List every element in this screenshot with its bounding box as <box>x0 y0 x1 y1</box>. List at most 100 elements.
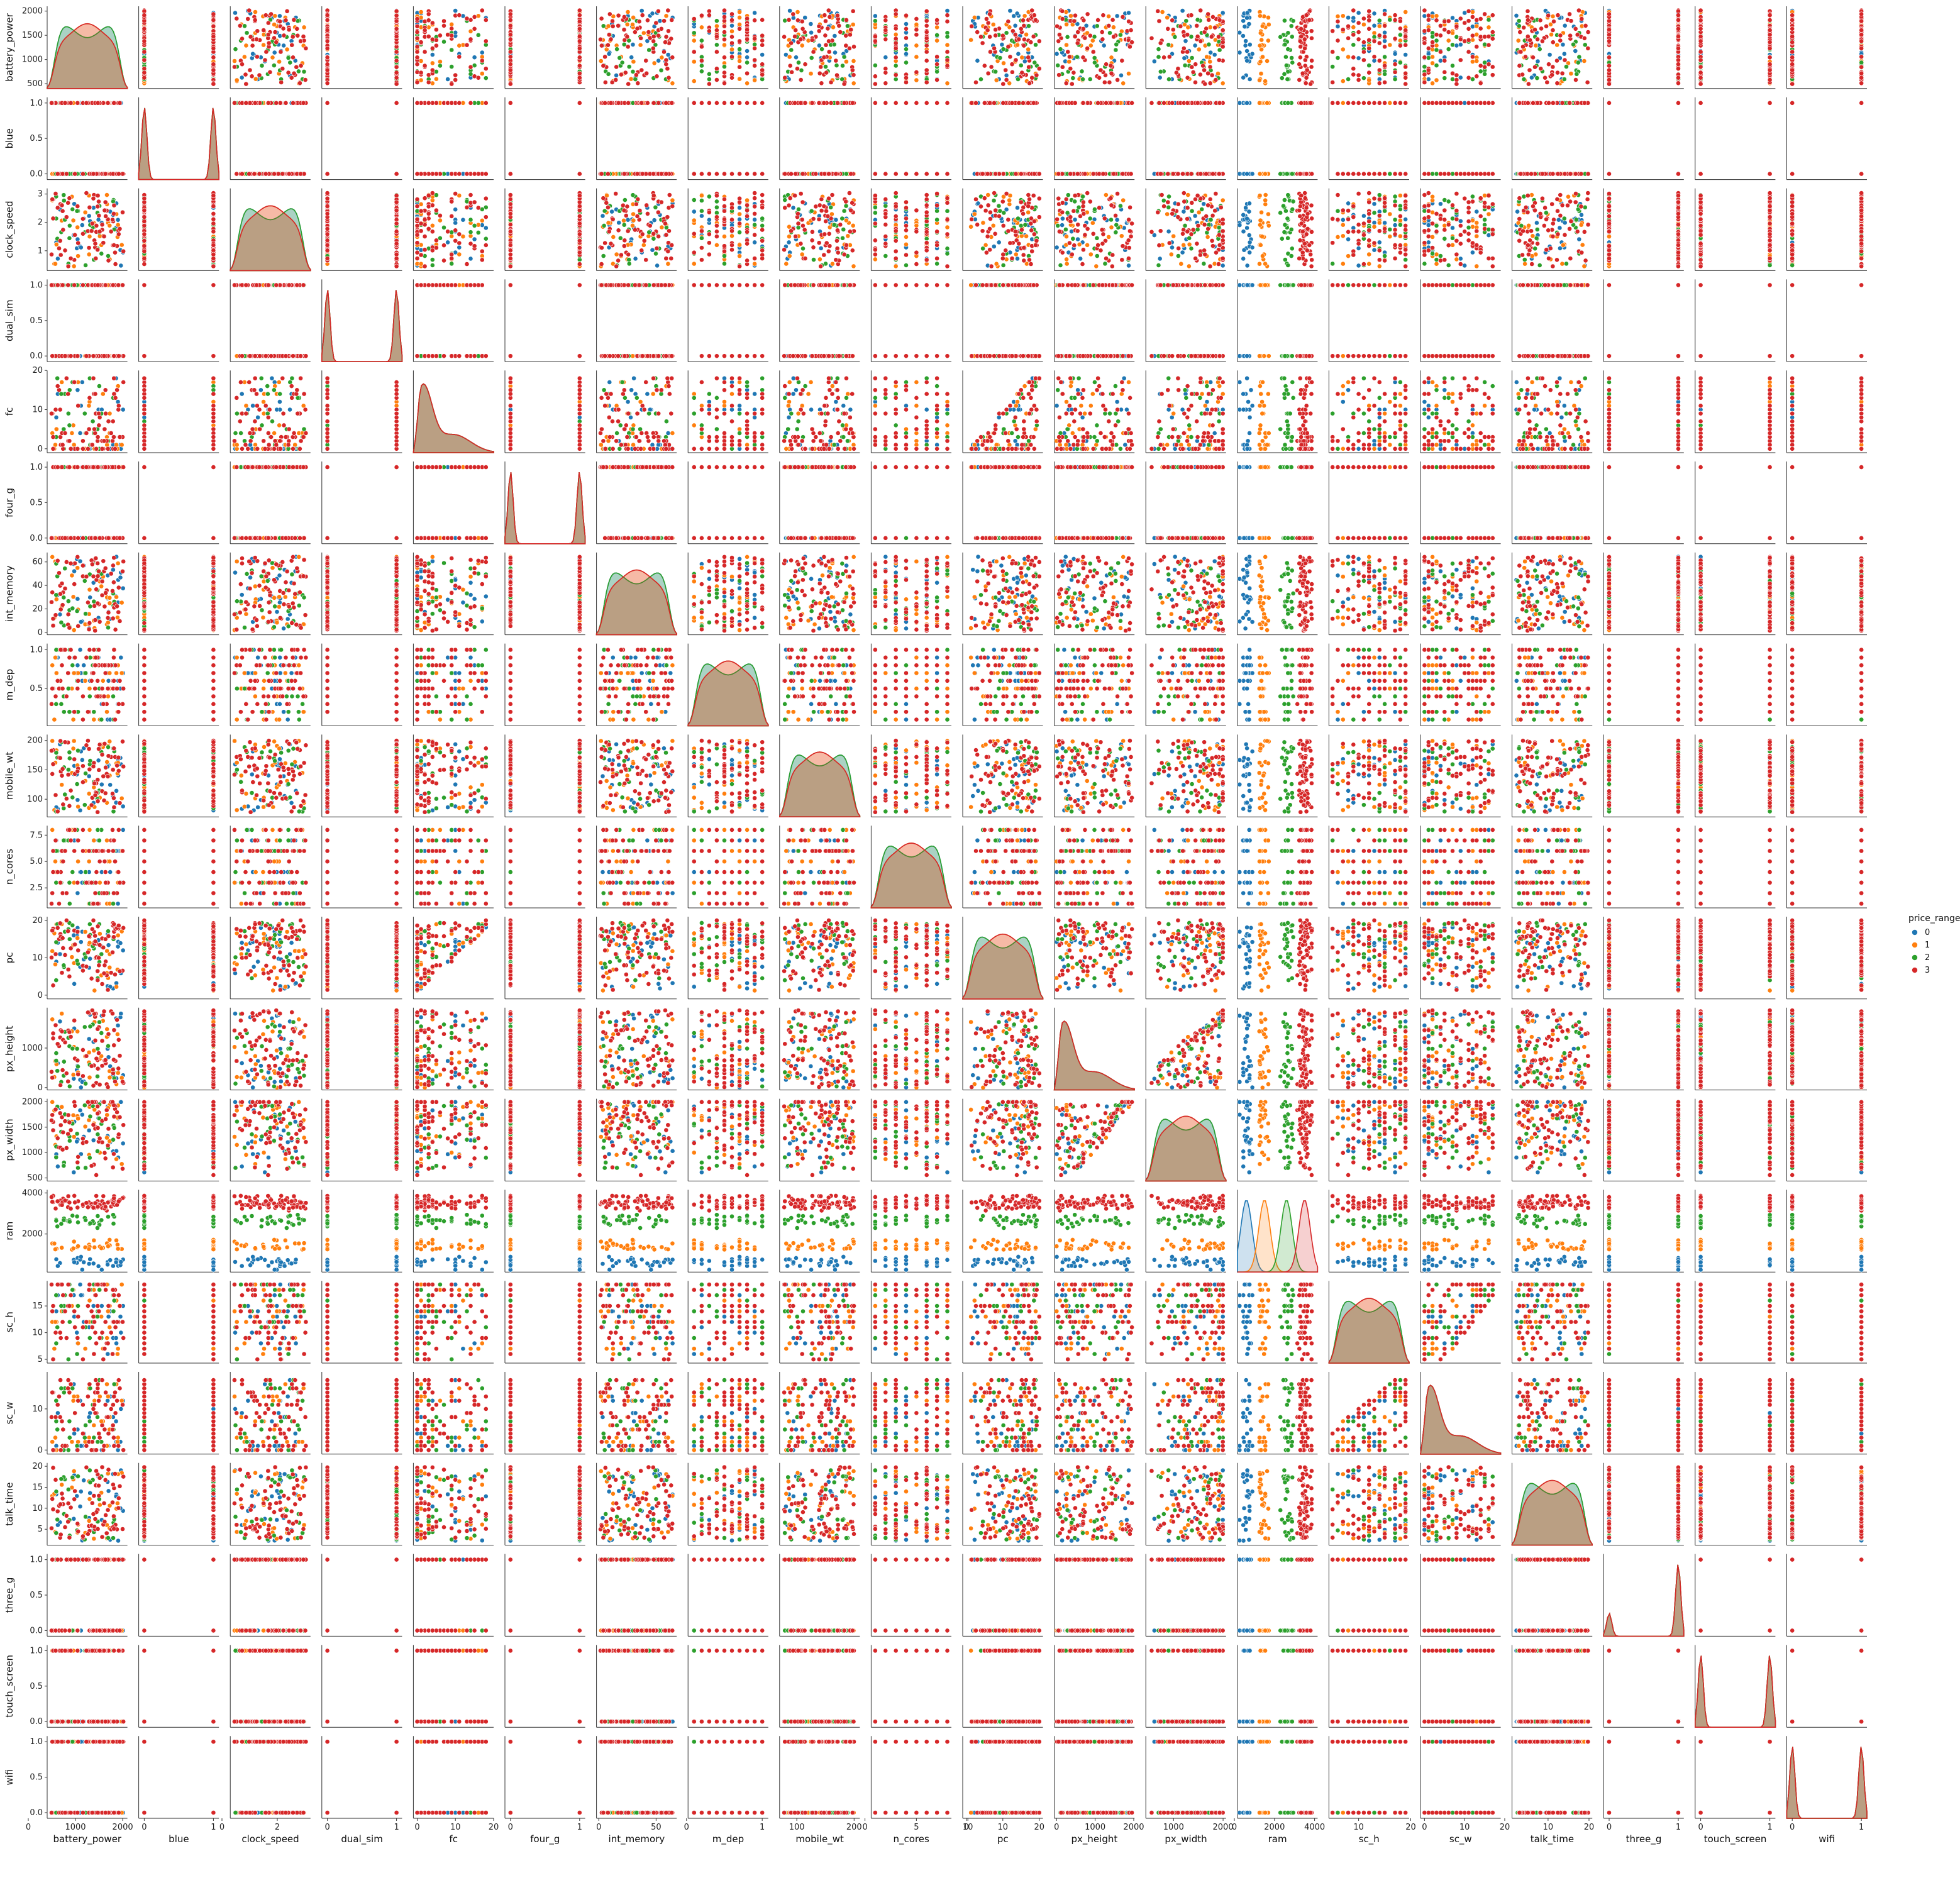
point-class-3 <box>325 18 329 22</box>
point-class-3 <box>577 39 582 43</box>
point-class-0 <box>607 52 611 56</box>
y-tick-label: 2000 <box>22 7 43 16</box>
point-class-3 <box>244 82 248 86</box>
point-class-3 <box>286 70 291 75</box>
point-class-0 <box>666 52 670 57</box>
point-class-3 <box>297 81 302 86</box>
point-class-3 <box>577 75 582 80</box>
point-class-3 <box>248 35 253 39</box>
point-class-3 <box>426 12 431 16</box>
point-class-3 <box>325 68 329 72</box>
point-class-3 <box>577 35 582 39</box>
point-class-0 <box>650 11 655 16</box>
point-class-1 <box>434 77 438 81</box>
point-class-3 <box>472 14 477 19</box>
subplot-battery_power-vs-dual_sim <box>322 6 402 89</box>
point-class-3 <box>240 36 244 41</box>
point-class-3 <box>248 68 252 72</box>
point-class-2 <box>647 48 651 52</box>
point-class-3 <box>484 18 488 22</box>
point-class-3 <box>279 80 284 84</box>
point-class-3 <box>423 28 427 33</box>
point-class-3 <box>415 30 419 35</box>
point-class-3 <box>273 30 277 35</box>
point-class-0 <box>629 55 634 60</box>
point-class-3 <box>292 18 296 22</box>
point-class-2 <box>484 76 488 80</box>
point-class-3 <box>476 75 480 80</box>
point-class-2 <box>302 69 306 74</box>
subplot-battery_power-vs-four_g <box>505 6 585 89</box>
point-class-1 <box>664 14 668 18</box>
point-class-1 <box>450 22 454 26</box>
point-class-3 <box>508 18 512 22</box>
point-class-3 <box>441 23 446 28</box>
point-class-3 <box>232 65 236 69</box>
point-class-1 <box>629 77 633 81</box>
point-class-1 <box>235 78 239 82</box>
point-class-3 <box>255 55 259 59</box>
point-class-3 <box>292 71 296 75</box>
point-class-3 <box>394 9 399 13</box>
point-class-3 <box>272 36 276 40</box>
point-class-2 <box>615 47 619 52</box>
point-class-1 <box>253 10 257 14</box>
subplot-battery_power-vs-battery_power <box>47 6 128 89</box>
point-class-3 <box>278 19 282 24</box>
point-class-3 <box>255 29 260 33</box>
point-class-3 <box>434 38 438 42</box>
point-class-3 <box>282 33 286 38</box>
point-class-1 <box>272 22 277 26</box>
point-class-3 <box>438 33 442 38</box>
point-class-3 <box>211 12 216 16</box>
point-class-3 <box>269 12 274 16</box>
point-class-3 <box>508 68 512 72</box>
point-class-2 <box>627 65 631 69</box>
point-class-2 <box>617 55 622 60</box>
point-class-3 <box>394 58 399 63</box>
point-class-3 <box>508 33 512 37</box>
point-class-3 <box>294 65 299 69</box>
point-class-3 <box>285 9 289 13</box>
point-class-3 <box>415 62 419 67</box>
point-class-3 <box>253 18 257 22</box>
point-class-3 <box>646 30 651 35</box>
subplot-battery_power-vs-int_memory <box>597 6 677 89</box>
point-class-2 <box>245 31 249 35</box>
point-class-3 <box>434 43 438 48</box>
point-class-3 <box>325 55 329 60</box>
point-class-2 <box>620 60 624 65</box>
point-class-3 <box>243 72 248 77</box>
point-class-3 <box>577 13 582 18</box>
point-class-3 <box>211 18 216 22</box>
point-class-3 <box>238 23 242 28</box>
point-class-2 <box>441 40 446 44</box>
point-class-3 <box>211 24 216 28</box>
point-class-3 <box>299 39 303 43</box>
point-class-3 <box>430 21 435 25</box>
point-class-3 <box>280 67 285 71</box>
point-class-3 <box>577 46 582 50</box>
point-class-3 <box>267 41 271 45</box>
point-class-3 <box>142 58 147 62</box>
point-class-1 <box>606 24 611 28</box>
point-class-3 <box>394 50 399 54</box>
point-class-1 <box>277 60 282 64</box>
point-class-3 <box>508 37 512 41</box>
y-tick-label: 1500 <box>22 31 43 40</box>
point-class-0 <box>631 42 635 47</box>
point-class-3 <box>480 58 484 63</box>
point-class-0 <box>430 52 435 57</box>
point-class-3 <box>508 55 512 59</box>
point-class-3 <box>415 80 419 85</box>
point-class-3 <box>211 46 216 50</box>
point-class-2 <box>260 64 264 68</box>
point-class-3 <box>295 26 299 31</box>
point-class-3 <box>465 16 469 21</box>
point-class-3 <box>457 13 462 18</box>
point-class-0 <box>282 43 286 48</box>
point-class-3 <box>465 43 469 47</box>
point-class-1 <box>253 77 258 81</box>
point-class-2 <box>438 64 442 68</box>
y-axis-label: battery_power <box>4 13 16 81</box>
